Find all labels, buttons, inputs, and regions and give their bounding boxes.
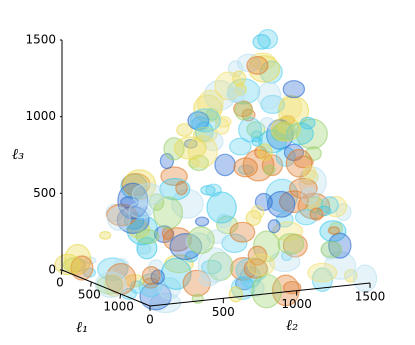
isosurface-blob bbox=[251, 136, 263, 147]
isosurface-blob bbox=[187, 226, 215, 255]
isosurface-blob bbox=[309, 207, 324, 221]
isosurface-blob bbox=[250, 205, 265, 220]
y-axis bbox=[149, 282, 371, 307]
isosurface-blob bbox=[96, 275, 123, 295]
isosurface-blob bbox=[116, 205, 150, 234]
y-tick-label: 1000 bbox=[281, 297, 312, 311]
isosurface-blob bbox=[139, 206, 151, 219]
isosurface-blob bbox=[233, 157, 259, 178]
z-tick-label: 0 bbox=[48, 263, 56, 277]
isosurface-blob bbox=[187, 135, 218, 168]
isosurface-blob bbox=[153, 196, 184, 230]
isosurface-blob bbox=[285, 148, 313, 178]
isosurface-blob bbox=[175, 180, 188, 196]
isosurface-blob bbox=[324, 251, 357, 280]
isosurface-blob bbox=[206, 191, 237, 224]
isosurface-blob bbox=[94, 271, 127, 298]
isosurface-blob bbox=[173, 136, 207, 160]
isosurface-blob bbox=[194, 216, 210, 227]
isosurface-blob bbox=[304, 146, 322, 161]
isosurface-blob bbox=[303, 165, 317, 181]
isosurface-blob bbox=[189, 108, 222, 133]
isosurface-blob bbox=[216, 213, 232, 229]
x-tick bbox=[90, 281, 92, 287]
isosurface-blob bbox=[236, 53, 261, 73]
x-axis-label: ℓ₁ bbox=[76, 318, 88, 336]
isosurface-blob bbox=[176, 123, 193, 137]
volume-render bbox=[54, 28, 378, 314]
isosurface-blob bbox=[169, 232, 203, 261]
y-tick-label: 0 bbox=[146, 313, 154, 327]
isosurface-blob bbox=[138, 273, 163, 298]
z-axis-label: ℓ₃ bbox=[12, 145, 24, 163]
isosurface-blob bbox=[327, 226, 340, 235]
isosurface-blob bbox=[141, 266, 161, 286]
isosurface-blob bbox=[266, 190, 296, 218]
isosurface-blob bbox=[234, 101, 253, 121]
isosurface-blob bbox=[246, 56, 269, 75]
isosurface-blob bbox=[197, 247, 231, 283]
isosurface-blob bbox=[251, 273, 282, 309]
isosurface-blob bbox=[216, 215, 239, 235]
isosurface-blob bbox=[282, 80, 306, 99]
z-tick-label: 500 bbox=[33, 186, 56, 200]
isosurface-blob bbox=[294, 209, 318, 226]
isosurface-blob bbox=[121, 172, 151, 196]
isosurface-blob bbox=[161, 227, 174, 241]
isosurface-blob bbox=[160, 166, 188, 186]
isosurface-blob bbox=[228, 286, 244, 303]
isosurface-blob bbox=[256, 81, 282, 110]
isosurface-blob bbox=[267, 219, 281, 234]
isosurface-blob bbox=[307, 262, 338, 283]
isosurface-blob bbox=[248, 55, 281, 83]
isosurface-blob bbox=[159, 152, 174, 170]
isosurface-blob bbox=[353, 264, 378, 293]
isosurface-blob bbox=[54, 253, 81, 276]
z-tick-label: 1000 bbox=[25, 109, 56, 123]
x-axis bbox=[61, 269, 151, 307]
x-tick bbox=[60, 269, 63, 275]
isosurface-blob bbox=[247, 253, 276, 277]
isosurface-blob bbox=[131, 183, 165, 206]
isosurface-blob bbox=[316, 205, 332, 217]
isosurface-blob bbox=[197, 89, 224, 118]
isosurface-blob bbox=[226, 87, 246, 104]
isosurface-blob bbox=[257, 143, 273, 162]
isosurface-blob bbox=[263, 164, 276, 176]
isosurface-blob bbox=[259, 60, 283, 84]
y-axis-label: ℓ₂ bbox=[286, 316, 298, 334]
x-tick-label: 500 bbox=[78, 288, 101, 302]
isosurface-blob bbox=[279, 94, 303, 120]
isosurface-blob bbox=[106, 206, 131, 231]
isosurface-blob bbox=[229, 137, 252, 156]
isosurface-blob bbox=[277, 233, 305, 255]
x-tick-label: 1000 bbox=[103, 300, 134, 314]
isosurface-blob bbox=[252, 34, 271, 50]
isosurface-blob bbox=[300, 187, 318, 205]
isosurface-blob bbox=[99, 231, 112, 240]
isosurface-blob bbox=[70, 255, 94, 281]
isosurface-blob bbox=[148, 193, 165, 211]
isosurface-blob bbox=[320, 240, 343, 258]
y-tick-label: 500 bbox=[212, 305, 235, 319]
isosurface-blob bbox=[270, 116, 301, 142]
z-tick-label: 1500 bbox=[25, 33, 56, 47]
isosurface-blob bbox=[182, 269, 211, 297]
isosurface-blob bbox=[214, 153, 236, 177]
x-tick bbox=[119, 293, 122, 299]
isosurface-blob bbox=[135, 229, 160, 245]
isosurface-blob bbox=[221, 233, 248, 254]
isosurface-blob bbox=[184, 138, 198, 149]
x-tick-label: 0 bbox=[56, 276, 64, 290]
isosurface-blob bbox=[288, 177, 318, 199]
isosurface-blob bbox=[128, 202, 154, 219]
isosurface-blob bbox=[187, 111, 210, 131]
y-tick-label: 1500 bbox=[355, 290, 386, 304]
isosurface-blob bbox=[229, 221, 256, 243]
isosurface-blob bbox=[130, 280, 144, 294]
